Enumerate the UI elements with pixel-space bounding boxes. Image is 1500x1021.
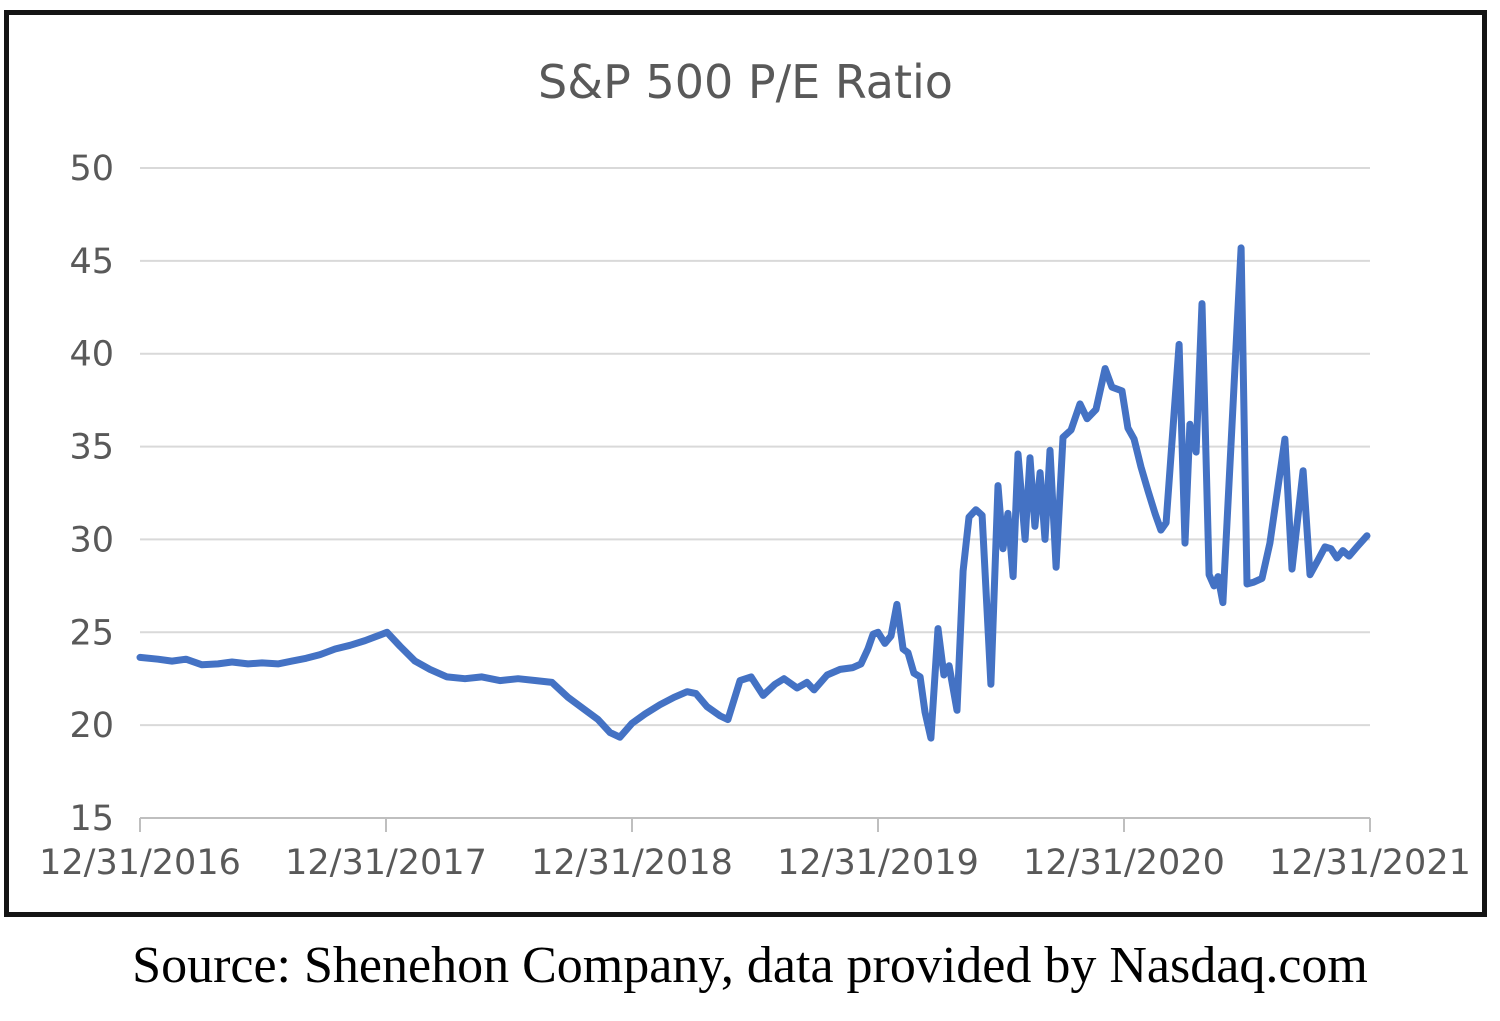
source-caption: Source: Shenehon Company, data provided … <box>132 937 1368 994</box>
svg-text:12/31/2017: 12/31/2017 <box>285 843 487 883</box>
svg-text:20: 20 <box>69 706 114 746</box>
svg-text:12/31/2019: 12/31/2019 <box>777 843 979 883</box>
svg-text:12/31/2021: 12/31/2021 <box>1269 843 1471 883</box>
svg-text:30: 30 <box>69 520 114 560</box>
chart-frame: 15 20 25 30 35 40 45 50 12/31/2016 12/31/2017 12/3… <box>4 10 1487 917</box>
pe-line-chart: 15 20 25 30 35 40 45 50 12/31/2016 12/31/2017 12/3… <box>39 149 1471 883</box>
svg-text:50: 50 <box>69 149 114 189</box>
svg-text:12/31/2016: 12/31/2016 <box>39 843 241 883</box>
svg-text:40: 40 <box>69 335 114 375</box>
svg-text:15: 15 <box>69 799 114 839</box>
svg-text:45: 45 <box>69 242 114 282</box>
svg-text:12/31/2018: 12/31/2018 <box>531 843 733 883</box>
svg-text:25: 25 <box>69 613 114 653</box>
chart-title: S&P 500 P/E Ratio <box>538 55 953 109</box>
svg-text:12/31/2020: 12/31/2020 <box>1023 843 1225 883</box>
svg-text:35: 35 <box>69 428 114 468</box>
